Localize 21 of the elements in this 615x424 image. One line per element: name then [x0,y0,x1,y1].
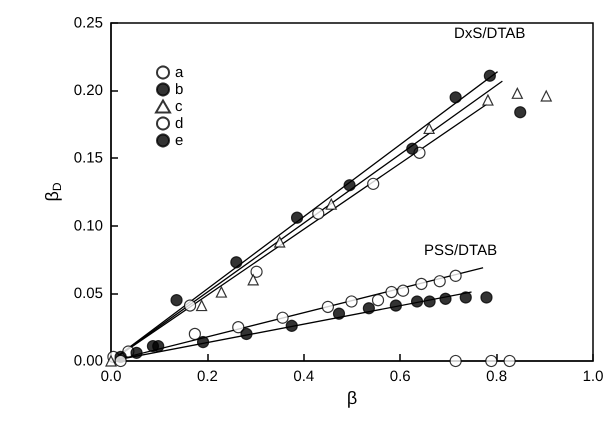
annotation: PSS/DTAB [424,242,498,259]
x-tick-label: 0.4 [293,368,314,385]
x-tick-label: 0.0 [100,368,122,385]
legend-label: d [175,115,184,132]
legend-label: c [175,98,183,115]
legend-label: b [175,81,184,98]
legend-label: e [175,132,184,149]
x-axis-title: β [346,388,358,408]
y-tick-label: 0.10 [74,217,103,234]
y-tick-label: 0.25 [74,14,103,32]
x-tick-label: 0.6 [390,368,411,385]
y-tick-label: 0.20 [74,82,103,100]
x-tick-label: 0.8 [486,368,508,385]
x-tick-label: 1.0 [582,368,604,385]
legend-label: a [175,64,184,81]
y-tick-label: 0.15 [74,150,103,167]
y-tick-label: 0.00 [74,352,103,370]
annotation: DxS/DTAB [454,25,526,42]
y-tick-label: 0.05 [74,284,103,302]
y-axis-title: βD [42,182,64,202]
x-tick-label: 0.2 [196,368,218,385]
